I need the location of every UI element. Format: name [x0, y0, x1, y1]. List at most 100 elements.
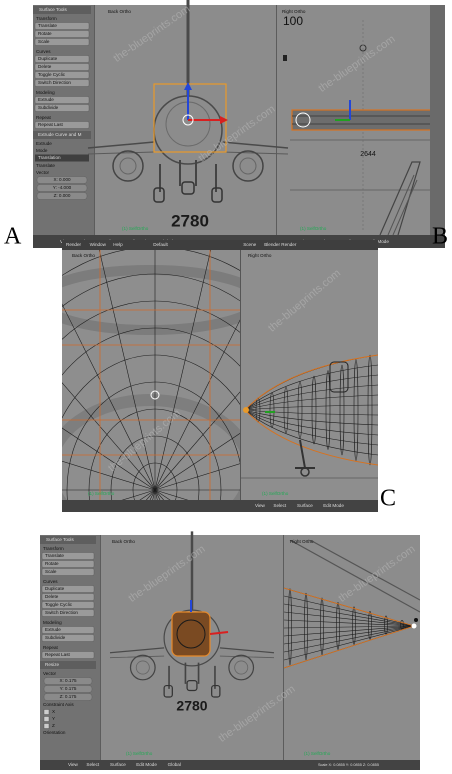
menu-item[interactable]: View	[255, 503, 266, 508]
checkbox-label: X	[52, 709, 55, 714]
button-label[interactable]: Translate	[45, 553, 64, 558]
nose-vertex	[243, 407, 249, 413]
group-heading: Curves	[43, 579, 58, 584]
number-value[interactable]: Y: 0.175	[60, 686, 77, 691]
menu-item[interactable]: Render	[66, 242, 82, 247]
button-label[interactable]: Scale	[38, 39, 50, 44]
button-label[interactable]: Switch Direction	[45, 610, 78, 615]
menu-item[interactable]: View	[68, 762, 79, 767]
menu-item[interactable]: Edit Mode	[323, 503, 344, 508]
icon	[283, 55, 287, 61]
button-label[interactable]: Rotate	[38, 31, 52, 36]
scale-label: 100	[283, 14, 303, 28]
menu-item[interactable]: Help	[113, 242, 123, 247]
group-heading: Modeling	[36, 90, 55, 95]
button-label[interactable]: Subdivide	[38, 105, 59, 110]
viewport-title: Back Ortho	[108, 9, 131, 14]
viewport-title: Back Ortho	[72, 253, 95, 258]
viewport-title: Right Ortho	[282, 9, 306, 14]
viewport-footer: (1) SelfOrtho	[122, 226, 149, 231]
operator-title: Resize	[45, 662, 59, 667]
group-heading: Repeat	[43, 645, 59, 650]
button-label[interactable]: Rotate	[45, 561, 59, 566]
button-label[interactable]: Duplicate	[45, 586, 65, 591]
viewport-footer: (1) SelfOrtho	[300, 226, 327, 231]
menu-item[interactable]: Default	[153, 242, 168, 247]
button-label[interactable]: Delete	[45, 594, 59, 599]
viewport-footer: (1) SelfOrtho	[88, 491, 115, 496]
number-value[interactable]: Z: 0.175	[60, 694, 77, 699]
button-label[interactable]: Toggle Cyclic	[45, 602, 73, 607]
dimension: 2644	[360, 151, 376, 158]
toolbar-title: Surface Tools	[46, 537, 74, 542]
menu-item[interactable]: Blender Render	[264, 242, 297, 247]
button-label[interactable]: Scale	[45, 569, 57, 574]
group-heading: Transform	[43, 546, 64, 551]
button-label[interactable]: Extrude	[38, 97, 54, 102]
dimension: 2780	[171, 211, 209, 230]
number-value[interactable]: Y: -4.000	[53, 185, 72, 190]
page: {"labels":{"a":"A","b":"B","c":"C"}, "pa…	[0, 0, 452, 774]
fuselage	[292, 110, 437, 130]
viewport-title: Right Ortho	[290, 539, 314, 544]
checkbox[interactable]	[44, 717, 49, 722]
button-label[interactable]: Repeat Last	[38, 122, 63, 127]
field-label: Orientation	[43, 730, 66, 735]
button-label[interactable]: Delete	[38, 64, 52, 69]
checkbox-label: Z	[52, 723, 55, 728]
viewport-title: Right Ortho	[248, 253, 272, 258]
menu-item[interactable]: Select	[86, 762, 99, 767]
panel-d: 2780 Back Ortho Right Ortho (1) SelfOrth…	[40, 531, 420, 770]
viewport-footer: (1) SelfOrtho	[304, 751, 331, 756]
panel-a: 2780 100 2644 Back Ortho Right Ortho (1)…	[33, 0, 445, 248]
status-text: Scale X: 0.0855 Y: 0.0855 Z: 0.0855	[318, 763, 379, 767]
field-label: Vector	[43, 671, 56, 676]
menu-item[interactable]: Select	[273, 503, 286, 508]
button-label[interactable]: Subdivide	[45, 635, 66, 640]
button-label[interactable]: Repeat Last	[45, 652, 70, 657]
vertex	[414, 618, 418, 622]
menu-item[interactable]: Surface	[110, 762, 126, 767]
field-label: Constraint Axis	[43, 702, 74, 707]
group-heading: Curves	[36, 49, 51, 54]
viewport-footer: (1) SelfOrtho	[262, 491, 289, 496]
button-label[interactable]: Duplicate	[38, 56, 58, 61]
vertex	[412, 624, 417, 629]
operator-title: Extrude Curve and M	[38, 132, 82, 137]
number-value[interactable]: Z: 0.000	[54, 193, 71, 198]
header-bar	[62, 240, 378, 250]
checkbox[interactable]	[44, 724, 49, 729]
field-label: Mode	[36, 148, 48, 153]
group-heading: Modeling	[43, 620, 62, 625]
figure: 2780 100 2644 Back Ortho Right Ortho (1)…	[0, 0, 452, 774]
number-value[interactable]: X: 0.175	[59, 678, 77, 683]
dropdown-value: Translation	[38, 155, 61, 160]
checkbox[interactable]	[44, 710, 49, 715]
group-heading: Repeat	[36, 115, 52, 120]
toolbar-title: Surface Tools	[39, 7, 67, 12]
button-label[interactable]: Switch Direction	[38, 80, 71, 85]
figure-label: C	[380, 486, 396, 512]
selected-mesh	[172, 612, 210, 656]
field-label: Translate	[36, 163, 55, 168]
button-label[interactable]: Toggle Cyclic	[38, 72, 66, 77]
viewport-footer: (1) SelfOrtho	[126, 751, 153, 756]
menu-item[interactable]: Scene	[243, 242, 256, 247]
menu-item[interactable]: Global	[168, 762, 181, 767]
checkbox-label: Y	[52, 716, 55, 721]
viewport	[284, 535, 420, 760]
menu-item[interactable]: Window	[90, 242, 107, 247]
menu-item[interactable]: Surface	[297, 503, 313, 508]
side-panel	[430, 5, 445, 235]
viewport	[62, 250, 240, 500]
field-label: Vector	[36, 170, 49, 175]
figure-label: A	[4, 224, 22, 250]
button-label[interactable]: Translate	[38, 23, 57, 28]
group-heading: Transform	[36, 16, 57, 21]
field-label: Extrude	[36, 141, 52, 146]
number-value[interactable]: X: 0.000	[53, 177, 71, 182]
button-label[interactable]: Extrude	[45, 627, 61, 632]
dimension: 2780	[176, 698, 207, 714]
figure-label: B	[432, 224, 448, 250]
menu-item[interactable]: Edit Mode	[136, 762, 157, 767]
